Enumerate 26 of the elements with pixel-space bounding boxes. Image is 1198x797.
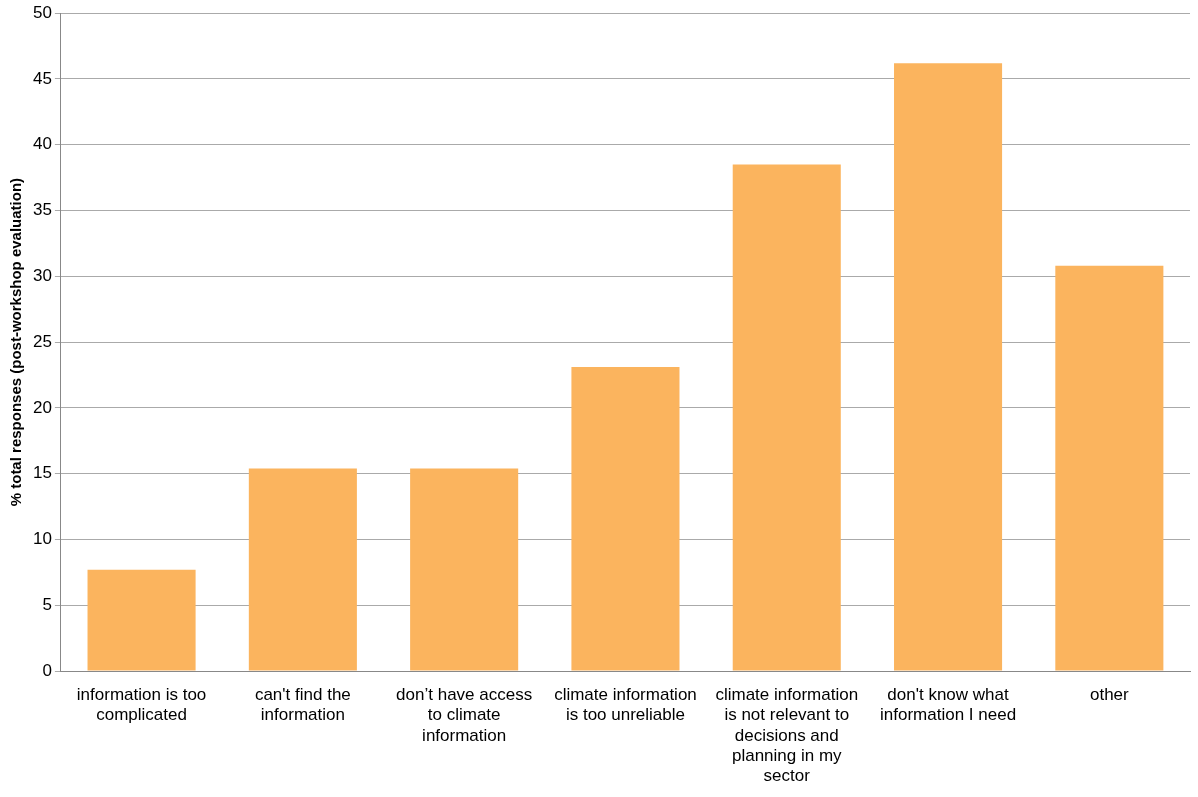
y-tick-label: 45 xyxy=(32,68,52,88)
bar xyxy=(410,468,519,671)
y-tick-label: 5 xyxy=(42,594,52,614)
y-tick-label: 30 xyxy=(32,266,52,286)
bar xyxy=(248,468,357,671)
x-tick-label: other xyxy=(1089,684,1130,704)
y-axis-title: % total responses (post-workshop evaluation) xyxy=(7,177,25,507)
y-tick-label: 50 xyxy=(32,2,52,22)
y-tick-label: 20 xyxy=(32,397,52,417)
bar xyxy=(87,569,196,671)
bar xyxy=(1055,265,1164,671)
x-tick-label: climate information is too unreliable xyxy=(554,684,697,725)
y-tick-label: 35 xyxy=(32,200,52,220)
y-tick-label: 25 xyxy=(32,331,52,351)
bar xyxy=(894,63,1003,671)
x-tick-label: climate information is not relevant to decisions and planning in my sector xyxy=(715,684,859,786)
x-tick-label: don’t have access to climate information xyxy=(396,684,533,745)
bar xyxy=(732,164,841,671)
y-tick-label: 15 xyxy=(32,463,52,483)
bar xyxy=(571,367,680,671)
y-tick-label: 0 xyxy=(42,660,52,680)
y-tick-label: 10 xyxy=(32,529,52,549)
x-tick-label: can't find the information xyxy=(254,684,351,725)
x-tick-label: don't know what information I need xyxy=(880,684,1017,725)
x-tick-label: information is too complicated xyxy=(76,684,207,725)
y-tick-label: 40 xyxy=(32,134,52,154)
